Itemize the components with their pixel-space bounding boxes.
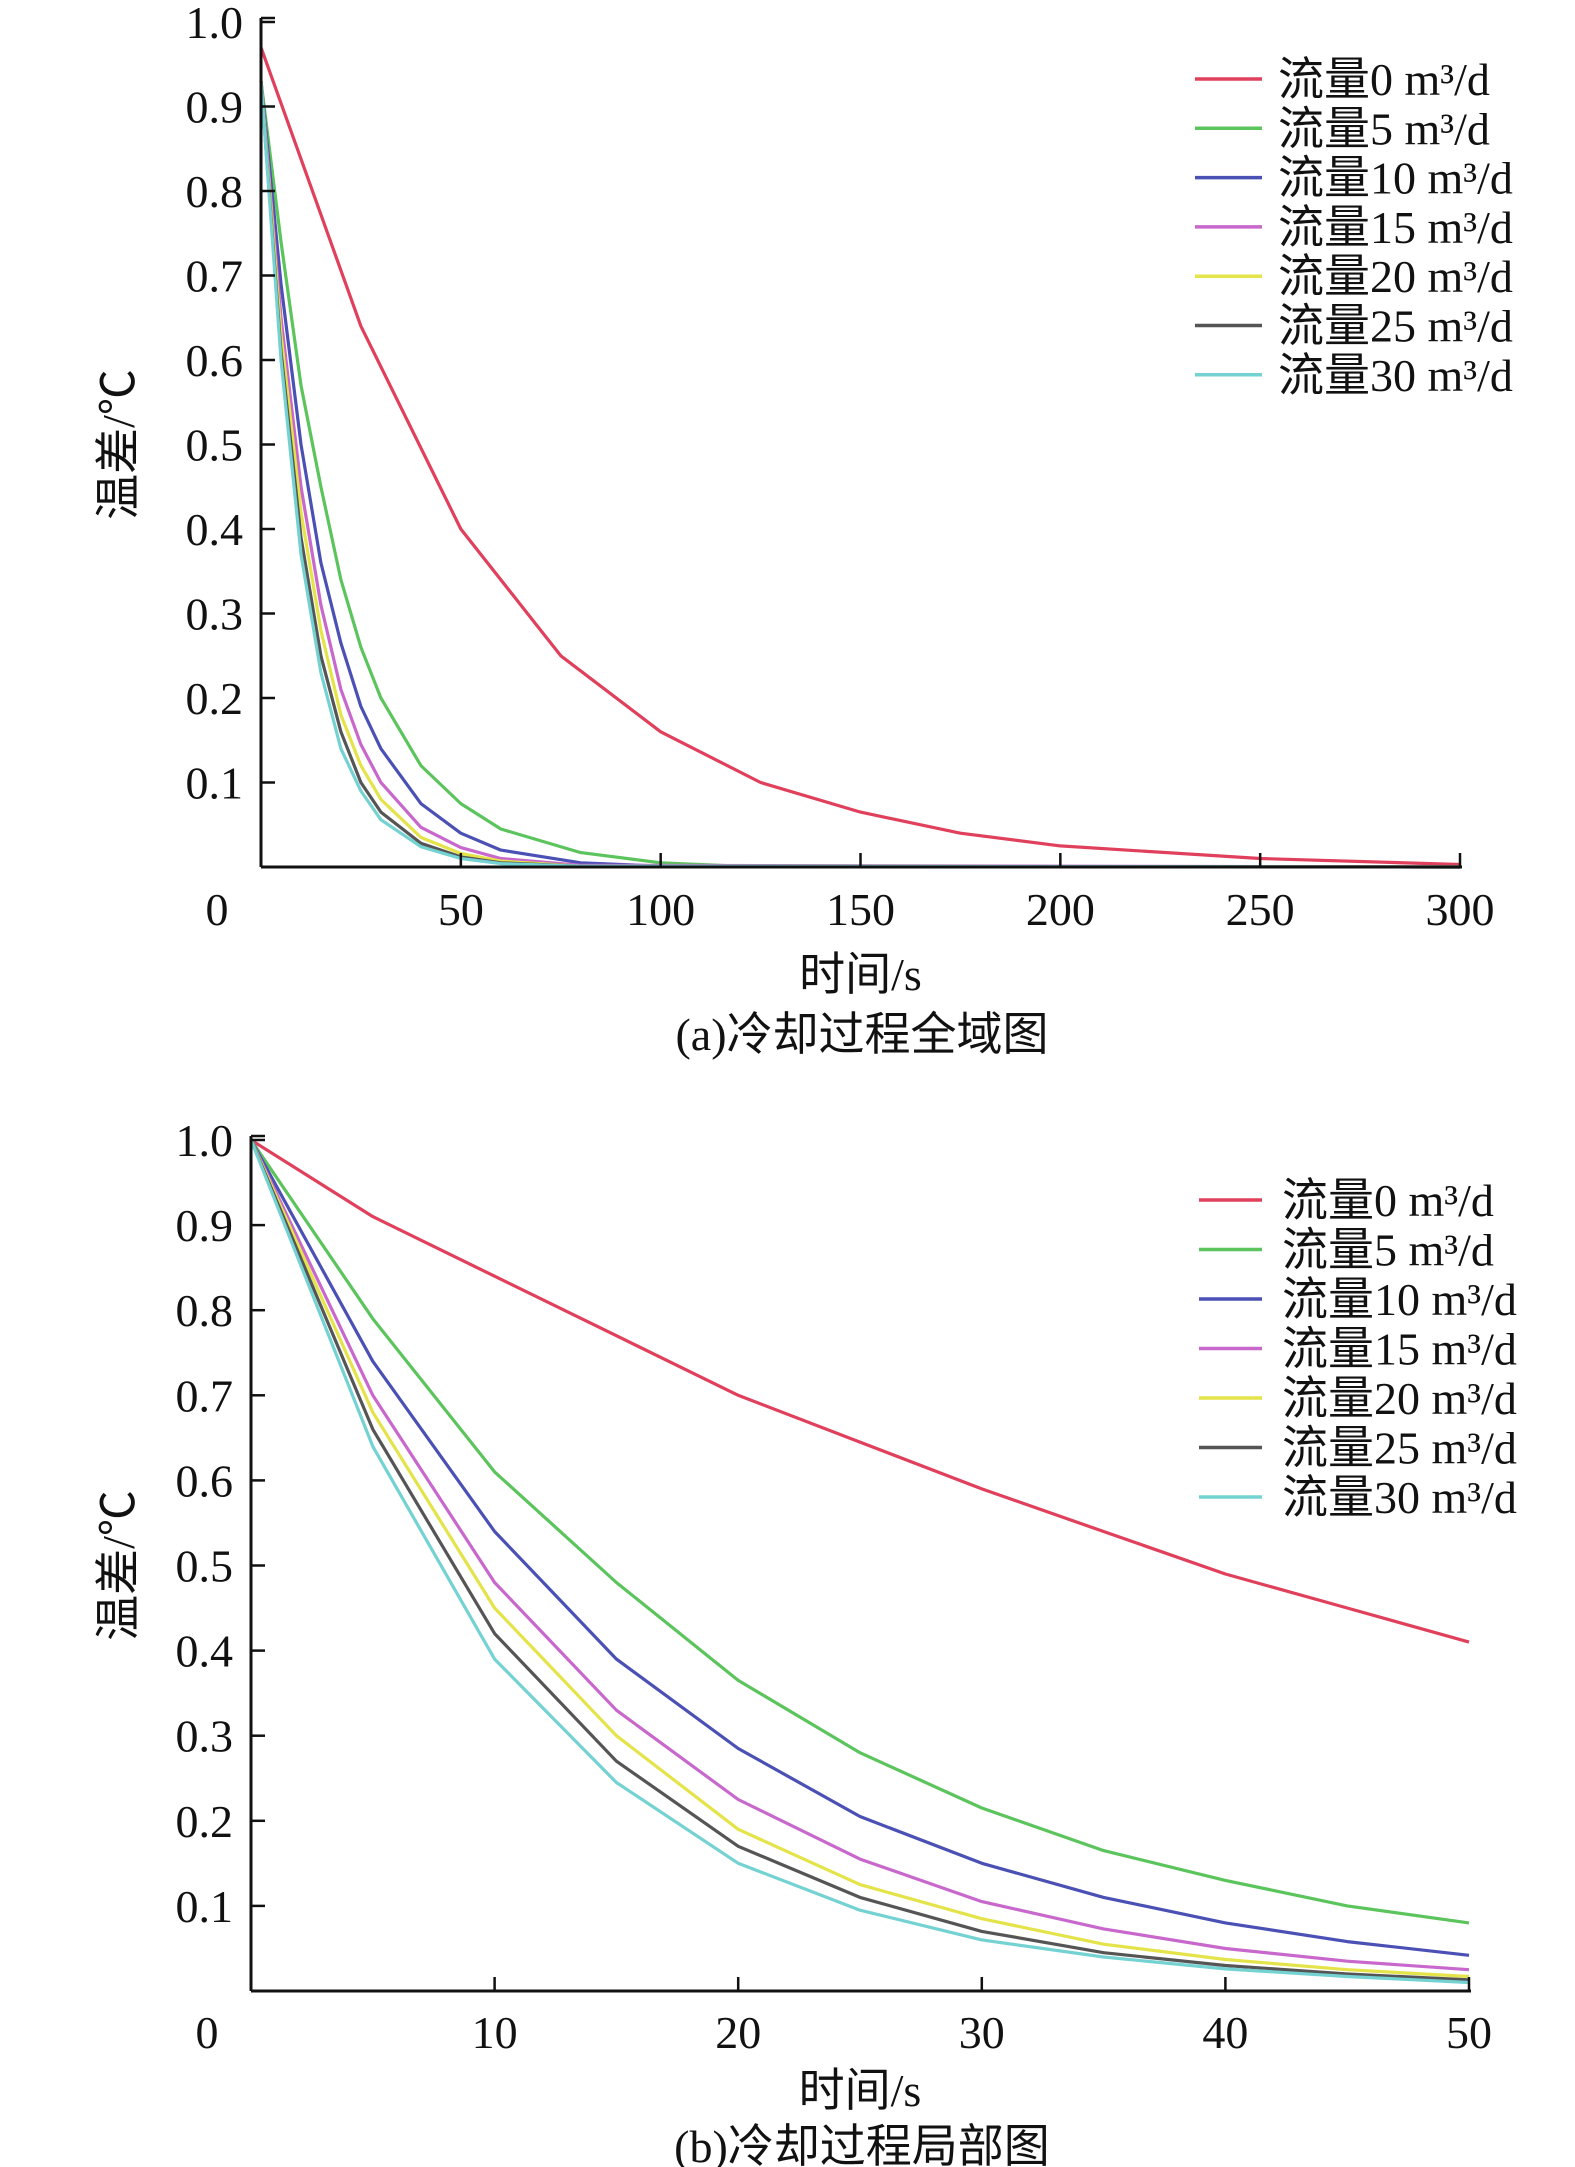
y-tick-label: 0.1 — [186, 758, 244, 809]
y-tick-label: 0.9 — [186, 82, 244, 133]
x-tick-label: 30 — [959, 2007, 1005, 2058]
x-tick-label: 50 — [438, 884, 484, 935]
series-line-3 — [259, 80, 1461, 869]
y-axis-title: 温差/℃ — [93, 369, 144, 520]
series-line-0 — [259, 46, 1461, 867]
y-tick-label: 1.0 — [176, 1115, 234, 1166]
x-tick-label: 40 — [1202, 2007, 1248, 2058]
series-line-6 — [259, 80, 1461, 869]
y-tick-label: 0.1 — [176, 1881, 234, 1932]
y-tick-label: 0.7 — [176, 1370, 234, 1421]
legend-label-3: 流量15 m³/d — [1278, 202, 1513, 253]
y-tick-label: 0.8 — [186, 166, 244, 217]
y-tick-label: 0.5 — [176, 1541, 234, 1592]
y-tick-label: 1.0 — [186, 0, 244, 48]
legend-label-6: 流量30 m³/d — [1278, 350, 1513, 401]
series-line-4 — [249, 1139, 1470, 1979]
y-tick-label: 0.6 — [186, 335, 244, 386]
legend-label-5: 流量25 m³/d — [1282, 1423, 1517, 1474]
x-tick-label: 10 — [472, 2007, 518, 2058]
y-tick-label: 0.4 — [186, 504, 244, 555]
chart-panel-a: 0.1 0.2 0.3 0.4 0.5 0.6 0.7 0.8 0.9 1.0 0 50 100 150 2… — [93, 0, 1513, 1060]
y-tick-label: 0.5 — [186, 420, 244, 471]
chart-panel-b: 0.1 0.2 0.3 0.4 0.5 0.6 0.7 0.8 0.9 1.0 0 10 20 30 40 5… — [93, 1115, 1517, 2167]
y-tick-label: 0.2 — [176, 1796, 234, 1847]
legend-label-4: 流量20 m³/d — [1278, 251, 1513, 302]
series-line-2 — [259, 80, 1461, 869]
legend-label-4: 流量20 m³/d — [1282, 1373, 1517, 1424]
y-axis-title: 温差/℃ — [93, 1490, 144, 1641]
x-tick-label: 0 — [206, 884, 229, 935]
series-line-1 — [259, 80, 1461, 869]
figure-caption: (a)冷却过程全域图 — [675, 1009, 1048, 1060]
x-axis-title: 时间/s — [799, 2065, 922, 2116]
figure-caption: (b)冷却过程局部图 — [674, 2121, 1050, 2167]
legend-label-6: 流量30 m³/d — [1282, 1472, 1517, 1523]
y-tick-label: 0.4 — [176, 1626, 234, 1677]
legend-label-2: 流量10 m³/d — [1282, 1274, 1517, 1325]
y-tick-label: 0.9 — [176, 1200, 234, 1251]
legend-label-0: 流量0 m³/d — [1282, 1175, 1494, 1226]
series-line-2 — [249, 1139, 1470, 1957]
x-axis-title: 时间/s — [799, 949, 922, 1000]
x-tick-label: 0 — [196, 2007, 219, 2058]
x-tick-label: 250 — [1226, 884, 1295, 935]
y-tick-label: 0.7 — [186, 251, 244, 302]
x-tick-label: 150 — [826, 884, 895, 935]
y-tick-label: 0.3 — [176, 1711, 234, 1762]
legend-label-1: 流量5 m³/d — [1278, 103, 1490, 154]
legend-label-0: 流量0 m³/d — [1278, 54, 1490, 105]
series-line-1 — [249, 1139, 1470, 1925]
legend-label-2: 流量10 m³/d — [1278, 153, 1513, 204]
series-line-0 — [250, 1138, 1470, 1644]
series-line-6 — [249, 1139, 1470, 1985]
series-line-5 — [249, 1139, 1470, 1982]
y-tick-label: 0.6 — [176, 1455, 234, 1506]
x-tick-label: 50 — [1446, 2007, 1492, 2058]
series-line-3 — [249, 1139, 1470, 1972]
legend-label-3: 流量15 m³/d — [1282, 1324, 1517, 1375]
y-tick-label: 0.2 — [186, 673, 244, 724]
x-tick-label: 20 — [715, 2007, 761, 2058]
x-tick-label: 300 — [1426, 884, 1495, 935]
x-tick-label: 200 — [1026, 884, 1095, 935]
legend-label-1: 流量5 m³/d — [1282, 1225, 1494, 1276]
y-tick-label: 0.8 — [176, 1285, 234, 1336]
y-tick-label: 0.3 — [186, 589, 244, 640]
legend-label-5: 流量25 m³/d — [1278, 301, 1513, 352]
x-tick-label: 100 — [626, 884, 695, 935]
